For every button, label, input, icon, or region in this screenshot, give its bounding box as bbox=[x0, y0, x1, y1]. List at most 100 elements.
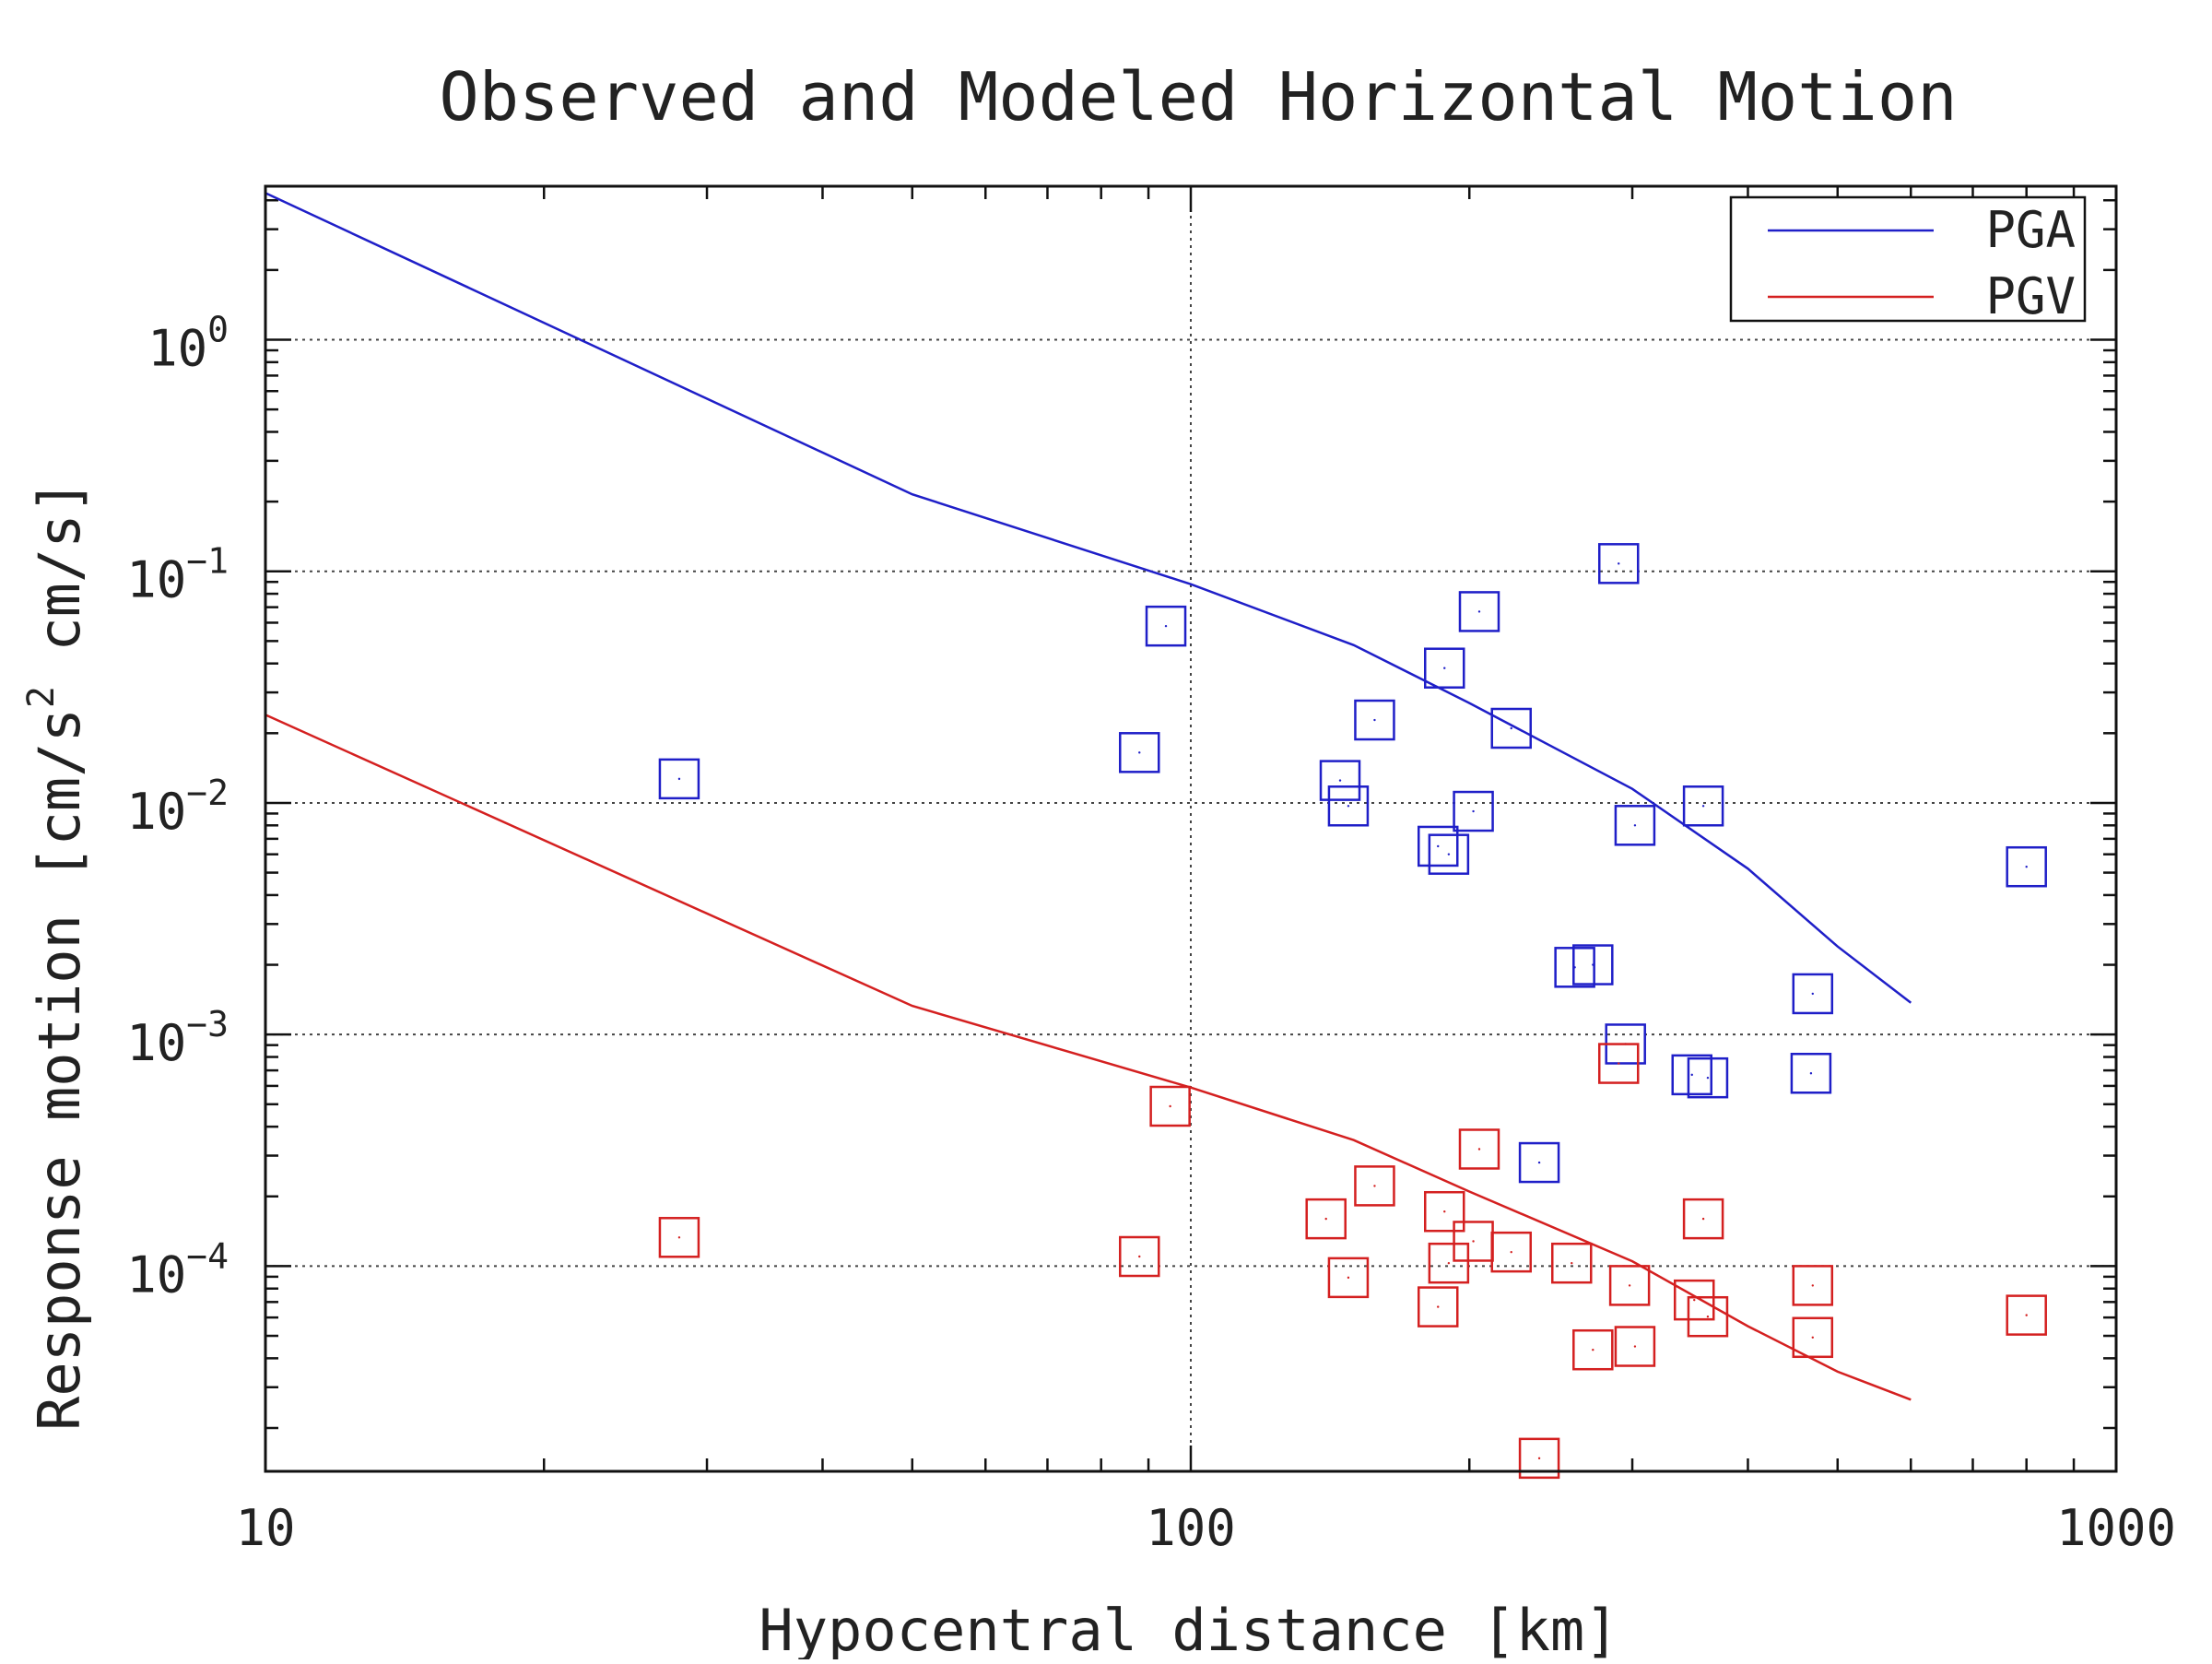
marker-dot-pga bbox=[1472, 809, 1475, 813]
marker-dot-pgv bbox=[1477, 1148, 1481, 1151]
x-tick-label: 10 bbox=[235, 1499, 295, 1557]
y-tick-base: 10 bbox=[126, 551, 186, 609]
marker-dot-pgv bbox=[1443, 1210, 1446, 1213]
marker-pga bbox=[1417, 825, 1459, 867]
marker-dot-pgv bbox=[1701, 1217, 1705, 1221]
marker-pgv bbox=[1673, 1279, 1715, 1321]
marker-dot-pga bbox=[1443, 667, 1446, 669]
marker-pgv bbox=[1417, 1286, 1459, 1328]
marker-dot-pgv bbox=[1618, 1062, 1620, 1065]
marker-dot-pga bbox=[1633, 824, 1637, 827]
y-tick-label: 10−1 bbox=[126, 541, 229, 609]
marker-pgv bbox=[1518, 1437, 1560, 1480]
legend-box bbox=[1729, 195, 2087, 323]
marker-pga bbox=[1790, 1053, 1832, 1094]
marker-pga bbox=[1424, 647, 1465, 689]
legend-label-pga: PGA bbox=[1985, 201, 2076, 259]
data-markers bbox=[658, 543, 2047, 1480]
y-tick-exponent: −4 bbox=[186, 1235, 229, 1276]
marker-pga bbox=[1682, 785, 1724, 827]
marker-pga bbox=[1554, 947, 1595, 988]
marker-dot-pgv bbox=[1472, 1240, 1475, 1243]
marker-pga bbox=[1572, 944, 1614, 985]
marker-pga bbox=[658, 758, 700, 800]
marker-dot-pga bbox=[1477, 610, 1481, 613]
marker-dot-pgv bbox=[1510, 1250, 1512, 1254]
model-lines bbox=[265, 192, 1912, 1401]
legend: PGA PGV bbox=[1729, 195, 2087, 325]
marker-pgv bbox=[1149, 1085, 1191, 1127]
marker-dot-pga bbox=[1347, 805, 1350, 808]
legend-label-pgv: PGV bbox=[1985, 267, 2076, 325]
marker-dot-pgv bbox=[1447, 1261, 1451, 1265]
plot-frame bbox=[264, 184, 2118, 1473]
marker-pga bbox=[1614, 805, 1656, 846]
grid bbox=[265, 186, 2116, 1471]
marker-pgv bbox=[1490, 1231, 1532, 1273]
marker-pgv bbox=[1458, 1128, 1500, 1170]
marker-dot-pgv bbox=[1571, 1261, 1573, 1265]
x-tick-label: 100 bbox=[1146, 1499, 1236, 1557]
marker-pgv bbox=[658, 1217, 700, 1258]
marker-dot-pgv bbox=[1592, 1349, 1594, 1351]
marker-dot-pga bbox=[1809, 1072, 1813, 1075]
y-axis-label: Response motion [cm/s2 cm/s] bbox=[20, 479, 93, 1431]
marker-pgv bbox=[1551, 1242, 1593, 1284]
y-tick-base: 10 bbox=[147, 320, 207, 378]
marker-pgv bbox=[1327, 1257, 1370, 1299]
marker-dot-pga bbox=[2025, 866, 2028, 868]
marker-pgv bbox=[1792, 1265, 1834, 1306]
marker-pga bbox=[1671, 1054, 1712, 1096]
marker-dot-pga bbox=[1701, 805, 1705, 808]
marker-pgv bbox=[1682, 1198, 1724, 1240]
marker-dot-pgv bbox=[1324, 1217, 1327, 1221]
marker-dot-pgv bbox=[677, 1236, 681, 1239]
marker-dot-pgv bbox=[1811, 1284, 1814, 1287]
marker-pgv bbox=[1614, 1326, 1656, 1367]
y-tick-exponent: 0 bbox=[207, 310, 229, 350]
axis-ticks bbox=[264, 186, 2116, 1471]
marker-dot-pga bbox=[1706, 1076, 1710, 1080]
marker-dot-pga bbox=[1164, 624, 1168, 628]
marker-dot-pga bbox=[1618, 562, 1620, 565]
marker-dot-pgv bbox=[1169, 1104, 1171, 1108]
marker-dot-pga bbox=[1592, 963, 1594, 966]
marker-pgv bbox=[1119, 1235, 1160, 1278]
marker-dot-pgv bbox=[1373, 1185, 1376, 1187]
marker-pgv bbox=[1687, 1295, 1729, 1338]
marker-dot-pgv bbox=[2025, 1314, 2028, 1316]
marker-pga bbox=[1687, 1056, 1729, 1099]
marker-pga bbox=[1458, 591, 1500, 632]
y-tick-exponent: −2 bbox=[186, 773, 229, 813]
marker-dot-pga bbox=[1437, 844, 1440, 848]
y-tick-base: 10 bbox=[126, 1014, 186, 1072]
marker-dot-pga bbox=[1138, 751, 1141, 754]
marker-dot-pga bbox=[1510, 726, 1512, 730]
y-tick-base: 10 bbox=[126, 783, 186, 841]
y-tick-exponent: −1 bbox=[186, 541, 229, 582]
marker-dot-pga bbox=[1373, 718, 1376, 722]
marker-pga bbox=[2006, 845, 2047, 888]
marker-pga bbox=[1597, 543, 1640, 584]
chart-title: Observed and Modeled Horizontal Motion bbox=[439, 58, 1957, 136]
marker-dot-pgv bbox=[1437, 1305, 1440, 1308]
line-pgv bbox=[265, 714, 1912, 1401]
y-tick-exponent: −3 bbox=[186, 1004, 229, 1044]
marker-dot-pga bbox=[677, 777, 681, 781]
x-tick-label: 1000 bbox=[2056, 1499, 2176, 1557]
y-tick-label: 10−2 bbox=[126, 773, 229, 841]
marker-dot-pga bbox=[1690, 1073, 1693, 1077]
marker-pgv bbox=[1572, 1328, 1614, 1371]
marker-dot-pgv bbox=[1347, 1276, 1350, 1280]
marker-pgv bbox=[1305, 1198, 1347, 1240]
marker-pga bbox=[1518, 1141, 1560, 1184]
marker-dot-pgv bbox=[1811, 1336, 1814, 1339]
marker-pga bbox=[1792, 973, 1834, 1015]
y-tick-label: 100 bbox=[147, 310, 229, 378]
y-axis-label-sup: 2 bbox=[20, 686, 63, 708]
marker-dot-pga bbox=[1811, 992, 1814, 996]
marker-pgv bbox=[1597, 1043, 1640, 1084]
marker-dot-pga bbox=[1338, 779, 1342, 782]
marker-pgv bbox=[1428, 1242, 1470, 1284]
